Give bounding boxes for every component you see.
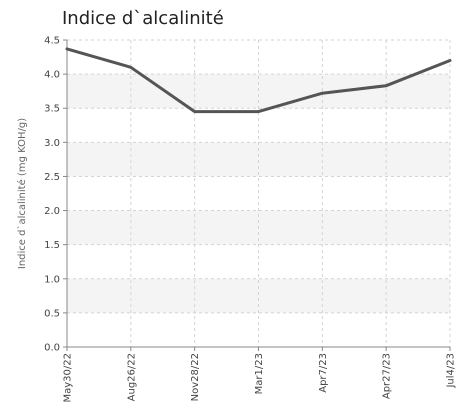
x-tick-label: Aug26/22 — [126, 353, 137, 401]
x-tick-label: Mar1/23 — [254, 353, 265, 394]
y-tick-label: 3.5 — [44, 104, 60, 115]
y-tick-label: 3.0 — [44, 138, 60, 149]
y-tick-label: 1.5 — [44, 240, 60, 251]
x-tick-label: Apr7/23 — [318, 353, 329, 393]
y-tick-label: 4.5 — [44, 36, 60, 47]
y-tick-label: 4.0 — [44, 70, 60, 81]
chart-title: Indice d`alcalinité — [62, 8, 224, 29]
grid-band — [67, 74, 450, 109]
x-tick-label: Apr27/23 — [382, 353, 393, 399]
x-tick-label: Nov28/22 — [190, 353, 201, 401]
y-tick-label: 0.0 — [44, 343, 60, 354]
y-tick-label: 2.5 — [44, 172, 60, 183]
grid-band — [67, 142, 450, 177]
series-line — [65, 47, 452, 114]
x-tick-label: Jul4/23 — [446, 353, 457, 389]
y-tick-label: 1.0 — [44, 274, 60, 285]
y-tick-label: 2.0 — [44, 206, 60, 217]
grid-band — [67, 278, 450, 313]
x-tick-label: May30/22 — [63, 353, 74, 403]
y-axis-title: Indice d`alcalinité (mg KOH/g) — [16, 118, 28, 269]
y-tick-label: 0.5 — [44, 308, 60, 319]
